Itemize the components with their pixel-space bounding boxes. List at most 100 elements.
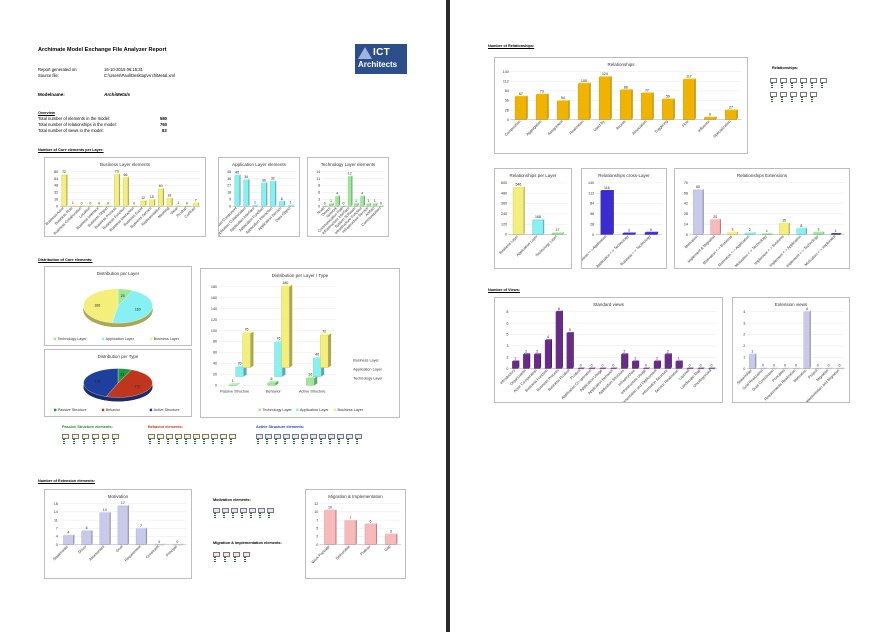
modelname-value: ArchiMetals [104, 92, 131, 97]
bar-business-event [140, 200, 147, 207]
category-label: Project [807, 368, 818, 379]
data-label: 54 [561, 96, 565, 100]
category-label: Gap [384, 545, 392, 553]
series-axis-label: Technology Layer [353, 377, 383, 381]
data-label: 3 [818, 227, 820, 231]
category-label: Used By [593, 119, 606, 132]
overview-views-value: 83 [162, 128, 167, 133]
section-relationships: Number of Relationships: [488, 44, 535, 48]
element-type-icon [213, 552, 220, 557]
icon-caption-mark [302, 443, 304, 444]
bar-influence [704, 116, 717, 120]
element-type-icon [102, 434, 109, 439]
bar-assignment [556, 100, 570, 120]
element-type-icon [184, 434, 191, 439]
icon-caption-mark [266, 439, 268, 440]
y-tick-label: 36 [227, 177, 231, 181]
icon-caption-mark [93, 443, 95, 444]
bar-application-function [261, 182, 268, 207]
icon-caption-mark [167, 443, 169, 444]
slice-label: 172 [134, 384, 140, 388]
generated-label: Report generated on: [38, 67, 78, 72]
data-label: 0 [133, 201, 135, 205]
bar-assessment [99, 511, 111, 545]
y-tick-label: 14 [684, 222, 688, 226]
icon-caption-mark [203, 439, 205, 440]
element-type-icon [249, 508, 256, 513]
y-tick-label: 84 [590, 202, 594, 206]
overview-relationships-label: Total number of relationships in the mod… [38, 122, 117, 127]
y-tick-label: 0 [316, 543, 318, 547]
data-label: 4 [806, 307, 808, 311]
icon-caption-mark [212, 443, 214, 444]
icon-caption-mark [185, 439, 187, 440]
y-tick-label: 140 [588, 181, 594, 185]
icon-caption-mark [194, 439, 196, 440]
data-label: 40 [159, 184, 163, 188]
data-label: 1 [330, 199, 332, 203]
icon-caption-mark [223, 515, 225, 516]
icon-caption-mark [259, 513, 261, 514]
icon-caption-mark [801, 99, 803, 100]
icon-caption-mark [811, 87, 813, 88]
bar-business-actor [61, 174, 68, 207]
rel-per-layer-svg: Relationships per Layer 0 120 240 360 480 600 5… [498, 173, 568, 258]
category-label: Active Structure [299, 389, 325, 393]
source-label: Source file: [38, 73, 59, 78]
bar-application-interaction [270, 180, 277, 207]
distribution-layer-type-chart: Distribution per Layer / Type 0 20 40 60 80 10… [200, 268, 400, 418]
y-tick-label: 2 [743, 333, 745, 337]
icon-caption-mark [241, 513, 243, 514]
icon-caption-mark [214, 517, 216, 518]
category-label: Behavior [266, 389, 281, 393]
category-label: Work Package [311, 545, 331, 565]
data-label: 0 [645, 364, 647, 368]
icon-caption-mark [811, 97, 813, 98]
bar-triggering [661, 98, 675, 120]
report-title: Archimate Model Exchange File Analyzer R… [38, 47, 167, 53]
icon-caption-mark [221, 439, 223, 440]
data-label: 14 [103, 508, 107, 512]
y-tick-label: 70 [684, 181, 688, 185]
icon-caption-mark [811, 83, 813, 84]
migration-chart: Migration & Implementation 0 2 5 7 10 12 10 Work… [305, 489, 406, 579]
bar-system-software [354, 202, 359, 207]
data-label: 67 [519, 92, 523, 96]
slice-label: 156 [95, 380, 101, 384]
icon-caption-mark [791, 85, 793, 86]
bar-service-realization [675, 360, 683, 369]
category-label: Artifact [364, 206, 375, 217]
element-type-icon [780, 78, 787, 83]
bar-gap [385, 533, 398, 545]
series-axis-label: Business Layer [353, 359, 379, 363]
icon-caption-mark [257, 443, 259, 444]
rel-ext-svg: Relationships Extensions0142842567060Mot… [684, 173, 845, 268]
icon-caption-mark [781, 99, 783, 100]
standard-views-svg: Standard views0235681Introductory2Organi… [499, 302, 717, 402]
icon-caption-mark [176, 441, 178, 442]
section-views: Number of Views: [488, 288, 520, 292]
icon-caption-mark [149, 443, 151, 444]
icon-caption-mark [801, 97, 803, 98]
y-tick-label: 120 [501, 222, 507, 226]
data-label: 105 [581, 79, 587, 83]
bar-implement-application [796, 227, 808, 235]
icon-caption-mark [771, 97, 773, 98]
ict-architects-logo: ICT Architects [355, 44, 407, 74]
relationships-types-label: Relationships: [772, 66, 799, 70]
chart-title: Business Layer elements [100, 162, 151, 167]
data-label: 0 [710, 364, 712, 368]
bar-data-object [288, 204, 295, 207]
y-tick-label: 4 [743, 310, 745, 314]
icon-caption-mark [771, 83, 773, 84]
overview-heading: Overview [38, 111, 55, 115]
element-type-icon [112, 434, 119, 439]
y-tick-label: 8 [318, 184, 320, 188]
y-tick-label: 0 [686, 233, 688, 237]
category-label: Deliverable [335, 545, 351, 561]
icon-caption-mark [771, 87, 773, 88]
bar-application-collaboration [243, 179, 250, 207]
category-label: Constraint [145, 545, 160, 560]
category-label: Triggering [654, 120, 669, 135]
